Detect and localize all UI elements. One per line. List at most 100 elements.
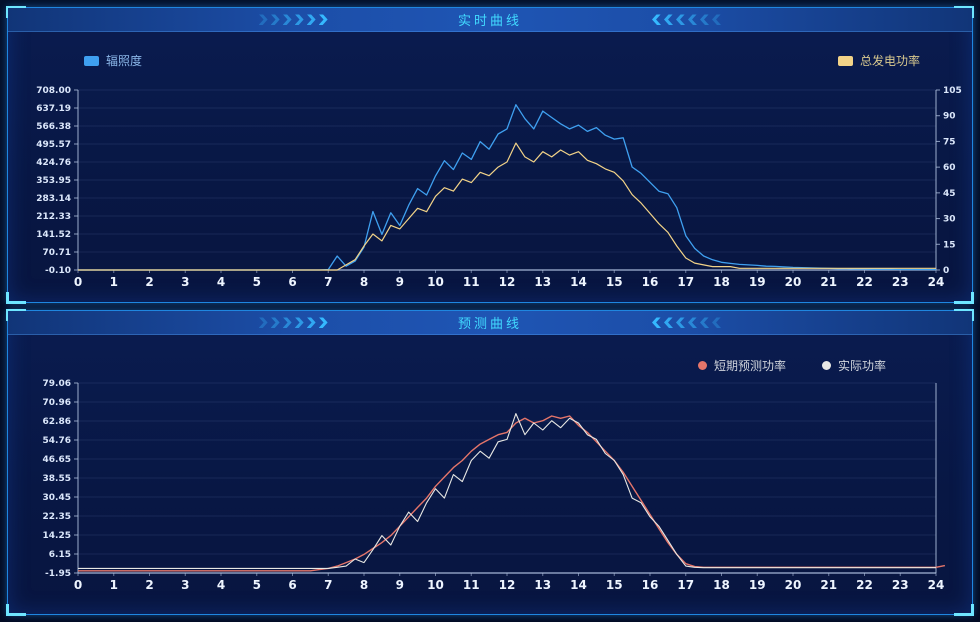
corner-accent <box>954 604 974 616</box>
forecast-title: 预测曲线 <box>457 317 522 332</box>
svg-text:54.76: 54.76 <box>43 436 71 446</box>
svg-text:19: 19 <box>749 578 766 592</box>
svg-text:6: 6 <box>288 275 296 289</box>
legend-label-total-power: 总发电功率 <box>859 54 920 68</box>
svg-text:18: 18 <box>713 578 730 592</box>
svg-text:70.71: 70.71 <box>43 248 71 258</box>
svg-text:141.52: 141.52 <box>36 230 71 240</box>
svg-text:60: 60 <box>943 163 956 173</box>
legend-label-actual-power: 实际功率 <box>837 359 886 373</box>
svg-text:15: 15 <box>606 578 623 592</box>
svg-text:16: 16 <box>642 578 659 592</box>
svg-text:7: 7 <box>324 578 332 592</box>
svg-text:20: 20 <box>785 578 802 592</box>
svg-text:8: 8 <box>360 578 368 592</box>
legend-item-total-power[interactable]: 总发电功率 <box>837 52 920 69</box>
realtime-title: 实时曲线 <box>457 14 522 29</box>
legend-label-forecast-power: 短期预测功率 <box>713 359 786 373</box>
svg-text:14: 14 <box>570 275 587 289</box>
svg-text:17: 17 <box>677 578 694 592</box>
legend-item-irradiance[interactable]: 辐照度 <box>84 52 142 69</box>
svg-text:0: 0 <box>74 275 82 289</box>
svg-text:62.86: 62.86 <box>43 417 71 427</box>
realtime-header: 实时曲线 <box>8 8 972 32</box>
svg-text:17: 17 <box>677 275 694 289</box>
svg-text:1: 1 <box>110 578 118 592</box>
svg-text:708.00: 708.00 <box>36 86 71 96</box>
svg-text:-1.95: -1.95 <box>45 569 71 579</box>
svg-text:45: 45 <box>943 189 956 199</box>
svg-text:19: 19 <box>749 275 766 289</box>
corner-accent <box>954 309 974 321</box>
svg-text:12: 12 <box>499 578 516 592</box>
svg-text:18: 18 <box>713 275 730 289</box>
svg-text:75: 75 <box>943 137 956 147</box>
legend-item-actual-power[interactable]: 实际功率 <box>821 357 886 374</box>
svg-text:212.33: 212.33 <box>36 212 71 222</box>
realtime-panel: 实时曲线 辐照度 总发电功率 708.00 637.19 566.38 495.57 4… <box>6 6 974 304</box>
svg-text:79.06: 79.06 <box>43 379 71 389</box>
svg-text:-0.10: -0.10 <box>45 266 71 276</box>
svg-text:10: 10 <box>427 275 444 289</box>
svg-text:22.35: 22.35 <box>43 512 71 522</box>
svg-text:15: 15 <box>943 240 956 250</box>
svg-text:2: 2 <box>145 275 153 289</box>
svg-text:8: 8 <box>360 275 368 289</box>
legend-label-irradiance: 辐照度 <box>106 54 143 68</box>
svg-text:3: 3 <box>181 275 189 289</box>
forecast-chart: 79.06 70.96 62.86 54.76 46.65 38.55 30.45 22.35… <box>18 371 962 601</box>
svg-text:22: 22 <box>856 275 873 289</box>
realtime-chart: 708.00 637.19 566.38 495.57 424.76 353.95 283.… <box>18 78 962 294</box>
corner-accent <box>6 604 26 616</box>
svg-text:14: 14 <box>570 578 587 592</box>
svg-text:30: 30 <box>943 215 956 225</box>
corner-accent <box>6 6 26 18</box>
svg-text:13: 13 <box>534 578 551 592</box>
svg-text:566.38: 566.38 <box>36 122 71 132</box>
forecast-power-line <box>78 415 946 572</box>
svg-text:637.19: 637.19 <box>36 104 71 114</box>
svg-text:11: 11 <box>463 578 480 592</box>
svg-text:23: 23 <box>892 578 909 592</box>
svg-text:30.45: 30.45 <box>43 493 71 503</box>
svg-text:21: 21 <box>820 578 837 592</box>
irradiance-swatch-icon <box>84 55 99 66</box>
svg-text:6: 6 <box>288 578 296 592</box>
forecast-power-swatch-icon <box>697 361 707 370</box>
svg-text:9: 9 <box>396 578 404 592</box>
svg-text:21: 21 <box>820 275 837 289</box>
svg-text:5: 5 <box>253 578 261 592</box>
svg-text:105: 105 <box>943 86 962 96</box>
legend-item-forecast-power[interactable]: 短期预测功率 <box>697 357 786 374</box>
svg-text:2: 2 <box>145 578 153 592</box>
svg-text:12: 12 <box>499 275 516 289</box>
svg-text:90: 90 <box>943 112 956 122</box>
corner-accent <box>6 292 26 304</box>
forecast-panel: 预测曲线 短期预测功率 实际功率 79.06 70.96 62.86 54.76 46.… <box>6 309 974 616</box>
chevrons-left-icon <box>652 14 721 25</box>
chevrons-left-icon <box>652 317 721 328</box>
corner-accent <box>954 6 974 18</box>
svg-text:495.57: 495.57 <box>36 140 71 150</box>
svg-text:24: 24 <box>928 275 945 289</box>
svg-text:4: 4 <box>217 275 225 289</box>
svg-text:353.95: 353.95 <box>36 176 71 186</box>
svg-text:11: 11 <box>463 275 480 289</box>
svg-text:0: 0 <box>74 578 82 592</box>
chevrons-right-icon <box>258 14 328 25</box>
corner-accent <box>954 292 974 304</box>
svg-text:4: 4 <box>217 578 225 592</box>
total-power-line <box>78 142 936 271</box>
svg-text:22: 22 <box>856 578 873 592</box>
svg-text:15: 15 <box>606 275 623 289</box>
svg-text:20: 20 <box>785 275 802 289</box>
svg-text:3: 3 <box>181 578 189 592</box>
total-power-swatch-icon <box>837 55 853 66</box>
svg-text:283.14: 283.14 <box>36 194 71 204</box>
svg-text:424.76: 424.76 <box>36 158 71 168</box>
corner-accent <box>6 309 26 321</box>
svg-text:38.55: 38.55 <box>43 474 71 484</box>
svg-text:1: 1 <box>110 275 118 289</box>
svg-text:9: 9 <box>396 275 404 289</box>
